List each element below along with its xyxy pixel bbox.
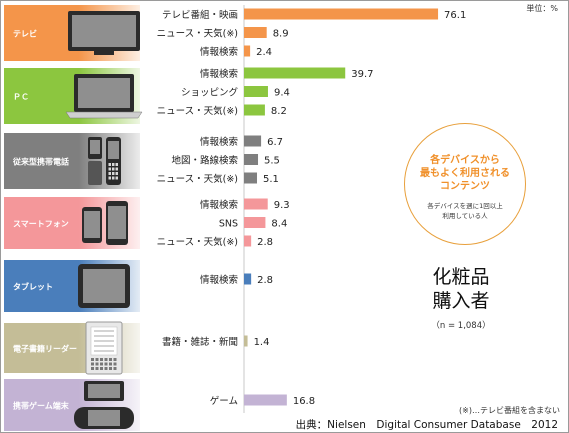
segment-title: 化粧品 購入者 bbox=[432, 266, 490, 312]
value-label: 9.3 bbox=[274, 200, 290, 211]
category-label: 情報検索 bbox=[200, 199, 238, 211]
device-label: 電子書籍リーダー bbox=[13, 344, 77, 354]
bar bbox=[244, 154, 259, 165]
smartphone-icon bbox=[82, 201, 128, 245]
value-label: 5.1 bbox=[263, 174, 279, 185]
bar bbox=[244, 394, 287, 406]
category-label: 情報検索 bbox=[200, 46, 238, 58]
bar bbox=[244, 198, 268, 210]
device-label: タブレット bbox=[13, 282, 53, 292]
category-label: ニュース・天気(※) bbox=[157, 236, 238, 248]
bar bbox=[244, 235, 252, 247]
feature-phone-icon bbox=[88, 137, 121, 185]
bar bbox=[244, 104, 265, 116]
device-label: 携帯ゲーム端末 bbox=[13, 401, 69, 411]
value-label: 8.2 bbox=[271, 106, 287, 117]
bar bbox=[244, 273, 252, 285]
category-label: 地図・路線検索 bbox=[171, 155, 238, 167]
unit-label: 単位：% bbox=[526, 4, 558, 13]
category-label: 情報検索 bbox=[200, 274, 238, 286]
category-label: ニュース・天気(※) bbox=[157, 173, 238, 185]
value-label: 2.4 bbox=[256, 47, 272, 58]
callout-title: 各デバイスから 最もよく利用される コンテンツ bbox=[420, 155, 510, 192]
value-label: 2.8 bbox=[257, 275, 273, 286]
bar bbox=[244, 335, 248, 347]
callout-circle: 各デバイスから 最もよく利用される コンテンツ 各デバイスを週に1回以上 利用し… bbox=[404, 123, 526, 245]
bar bbox=[244, 172, 258, 184]
value-label: 76.1 bbox=[444, 10, 466, 21]
bar bbox=[244, 67, 346, 79]
footnote: (※)…テレビ番組を含まない bbox=[459, 406, 560, 415]
value-label: 9.4 bbox=[274, 88, 290, 99]
tablet-icon bbox=[78, 264, 130, 308]
bar bbox=[244, 135, 262, 147]
device-label: 従来型携帯電話 bbox=[12, 157, 69, 167]
bar bbox=[244, 45, 251, 57]
value-label: 8.9 bbox=[273, 29, 289, 40]
value-label: 2.8 bbox=[257, 237, 273, 248]
device-group: ＰＣ 情報検索 39.7 ショッピング 9.4 ニュース・天気(※) 8.2 bbox=[4, 67, 374, 124]
device-label: ＰＣ bbox=[13, 93, 29, 102]
value-label: 1.4 bbox=[254, 337, 270, 348]
category-label: テレビ番組・映画 bbox=[162, 9, 238, 21]
device-group: 従来型携帯電話 情報検索 6.7 地図・路線検索 5.5 ニュース・天気(※) 5.1 bbox=[4, 133, 283, 189]
device-group: 電子書籍リーダー 書籍・雑誌・新聞 1.4 bbox=[4, 321, 270, 375]
value-label: 5.5 bbox=[264, 156, 280, 167]
device-label: テレビ bbox=[13, 29, 37, 39]
device-group: スマートフォン 情報検索 9.3 SNS 8.4 ニュース・天気(※) 2.8 bbox=[4, 197, 290, 249]
category-label: 情報検索 bbox=[200, 136, 238, 148]
category-label: 情報検索 bbox=[200, 68, 238, 80]
laptop-icon bbox=[65, 74, 143, 119]
ereader-icon bbox=[85, 321, 123, 375]
handheld-game-icon bbox=[74, 381, 134, 429]
category-label: ショッピング bbox=[181, 87, 239, 99]
value-label: 8.4 bbox=[271, 219, 287, 230]
device-group: タブレット 情報検索 2.8 bbox=[4, 260, 273, 312]
device-group: テレビ テレビ番組・映画 76.1 ニュース・天気(※) 8.9 情報検索 2.4 bbox=[4, 5, 466, 61]
source-note: 出典：Nielsen Digital Consumer Database 201… bbox=[295, 419, 558, 431]
value-label: 16.8 bbox=[293, 396, 315, 407]
callout-subtitle: 各デバイスを週に1回以上 利用している人 bbox=[427, 202, 503, 220]
bar bbox=[244, 217, 266, 228]
bar bbox=[244, 27, 267, 38]
category-label: ニュース・天気(※) bbox=[157, 105, 238, 117]
bar bbox=[244, 86, 268, 97]
bar bbox=[244, 8, 439, 20]
value-label: 6.7 bbox=[267, 137, 283, 148]
value-label: 39.7 bbox=[351, 69, 373, 80]
category-label: SNS bbox=[219, 219, 238, 230]
category-label: ニュース・天気(※) bbox=[157, 28, 238, 40]
device-label: スマートフォン bbox=[13, 220, 69, 229]
tv-icon bbox=[68, 11, 140, 55]
category-label: ゲーム bbox=[210, 395, 238, 407]
category-label: 書籍・雑誌・新聞 bbox=[162, 336, 238, 348]
device-group: 携帯ゲーム端末 ゲーム 16.8 bbox=[4, 379, 315, 431]
sample-size: （n = 1,084） bbox=[431, 321, 491, 331]
